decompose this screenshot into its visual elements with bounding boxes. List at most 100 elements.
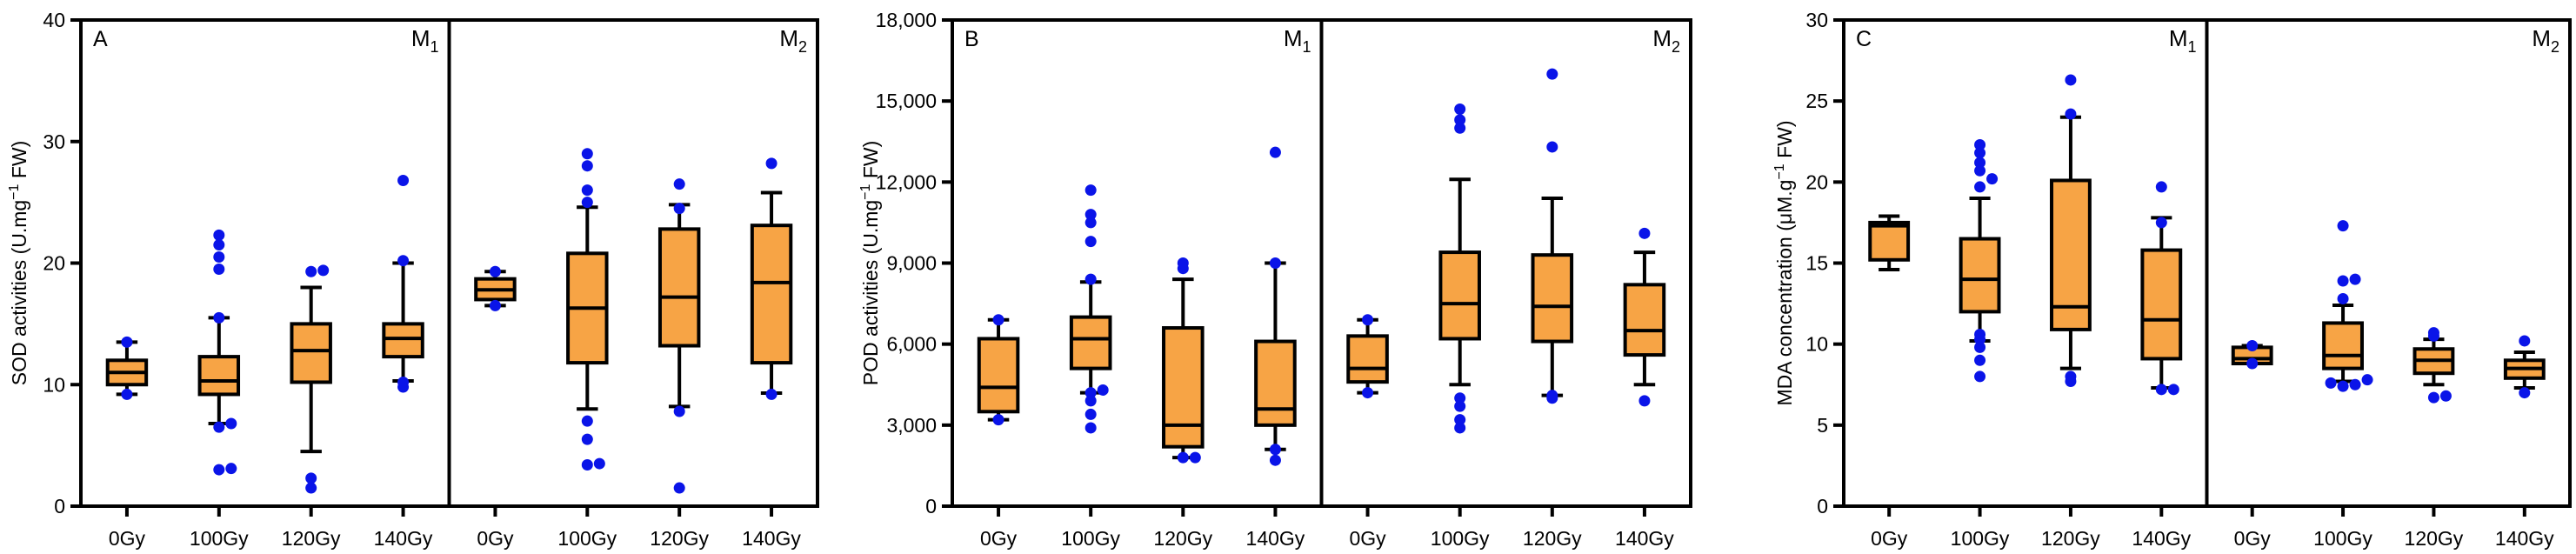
outlier-point — [581, 160, 593, 172]
outlier-point — [1189, 451, 1201, 464]
box-iqr — [1069, 315, 1112, 370]
outlier-point — [213, 311, 225, 324]
box-iqr — [750, 224, 793, 365]
box-iqr — [1162, 326, 1205, 449]
x-tick-label: 100Gy — [190, 527, 249, 550]
x-tick-label: 120Gy — [2405, 527, 2464, 550]
box-m2-0gy: 0Gy — [2231, 340, 2273, 550]
outlier-point — [1638, 227, 1651, 239]
outlier-point — [2065, 108, 2077, 120]
outlier-point — [2065, 370, 2077, 383]
outlier-point — [213, 229, 225, 241]
panel-b: 0 3,000 6,000 9,000 12,000 15,000 18,000 POD ac… — [858, 9, 1692, 550]
x-tick-label: 0Gy — [477, 527, 514, 550]
outlier-point — [1974, 157, 1986, 169]
outlier-point — [225, 463, 237, 475]
outlier-point — [121, 336, 133, 348]
outlier-point — [2337, 275, 2349, 287]
x-tick-label: 140Gy — [2495, 527, 2554, 550]
outlier-point — [1269, 444, 1281, 456]
panel-label: C — [1856, 27, 1872, 51]
box-m2-100gy: 100Gy — [1431, 103, 1490, 550]
x-tick-label: 100Gy — [1951, 527, 2010, 550]
outlier-point — [1269, 257, 1281, 269]
x-tick-label: 120Gy — [1153, 527, 1212, 550]
outlier-point — [397, 255, 410, 267]
panel-a: 0 10 20 30 40 SOD activities (U.mg−1 FW) A M1 0G… — [7, 9, 819, 550]
group-label-m1: M1 — [1284, 25, 1311, 56]
box-iqr — [977, 337, 1020, 414]
group-label-m1: M1 — [2169, 25, 2197, 56]
y-tick-label: 12,000 — [876, 170, 937, 193]
outlier-point — [2065, 74, 2077, 86]
outlier-point — [2155, 384, 2167, 396]
y-axis-label: MDA concentration (μM.g−1 FW) — [1772, 120, 1796, 405]
outlier-point — [305, 472, 317, 484]
outlier-point — [2361, 374, 2373, 386]
box-m2-120gy: 120Gy — [2405, 327, 2464, 550]
outlier-point — [225, 417, 237, 430]
box-m2-100gy: 100Gy — [2313, 220, 2373, 550]
outlier-point — [1177, 451, 1189, 464]
y-tick-label: 30 — [43, 130, 65, 153]
panel-c: 0 5 10 15 20 25 30 MDA concentration (μM.g−1 FW… — [1772, 9, 2572, 550]
x-tick-label: 120Gy — [282, 527, 341, 550]
box-m1-120gy: 120Gy — [282, 264, 341, 550]
x-tick-label: 140Gy — [1246, 527, 1305, 550]
group-label-m2: M2 — [1652, 25, 1680, 56]
box-m1-0gy: 0Gy — [1868, 214, 1911, 550]
outlier-point — [1974, 354, 1986, 366]
outlier-point — [2519, 387, 2531, 399]
x-tick-label: 120Gy — [2041, 527, 2100, 550]
box-iqr — [2322, 321, 2364, 370]
outlier-point — [1546, 390, 1558, 402]
outlier-point — [2337, 220, 2349, 232]
y-tick-label: 25 — [1805, 90, 1828, 112]
outlier-point — [213, 263, 225, 275]
group-label-m1: M1 — [411, 25, 439, 56]
outlier-point — [1097, 384, 1109, 396]
outlier-point — [581, 184, 593, 197]
y-tick-label: 0 — [1817, 495, 1828, 517]
y-tick-label: 6,000 — [886, 333, 937, 356]
outlier-point — [489, 265, 501, 277]
outlier-point — [1454, 422, 1466, 434]
box-iqr — [2140, 248, 2183, 361]
x-tick-label: 140Gy — [2132, 527, 2191, 550]
x-tick-label: 0Gy — [109, 527, 146, 550]
outlier-point — [305, 482, 317, 494]
outlier-point — [1546, 141, 1558, 153]
box-m1-120gy: 120Gy — [1153, 257, 1213, 550]
outlier-point — [581, 433, 593, 445]
outlier-point — [581, 458, 593, 471]
outlier-point — [992, 314, 1004, 326]
outlier-point — [1084, 395, 1097, 407]
outlier-point — [1974, 147, 1986, 159]
outlier-point — [1362, 387, 1374, 399]
y-tick-label: 10 — [43, 373, 65, 396]
box-m1-120gy: 120Gy — [2041, 74, 2100, 550]
box-iqr — [197, 355, 241, 397]
outlier-point — [1454, 392, 1466, 404]
y-tick-label: 18,000 — [876, 9, 937, 31]
box-iqr — [1254, 339, 1297, 427]
y-tick-label: 20 — [43, 252, 65, 275]
outlier-point — [1546, 68, 1558, 80]
box-m1-0gy: 0Gy — [977, 314, 1020, 550]
outlier-point — [397, 376, 410, 388]
outlier-point — [2439, 390, 2452, 402]
x-tick-label: 0Gy — [1349, 527, 1386, 550]
box-m1-140gy: 140Gy — [1246, 146, 1305, 550]
box-m2-140gy: 140Gy — [742, 157, 801, 550]
box-iqr — [1959, 237, 2001, 314]
outlier-point — [581, 148, 593, 160]
box-iqr — [290, 322, 332, 384]
outlier-point — [1084, 408, 1097, 420]
box-m1-100gy: 100Gy — [1951, 138, 2010, 550]
y-axis-label: POD activities (U.mg−1 FW) — [858, 141, 882, 386]
y-tick-label: 40 — [43, 9, 65, 31]
outlier-point — [1084, 422, 1097, 434]
outlier-point — [2155, 181, 2167, 193]
outlier-point — [673, 203, 685, 215]
